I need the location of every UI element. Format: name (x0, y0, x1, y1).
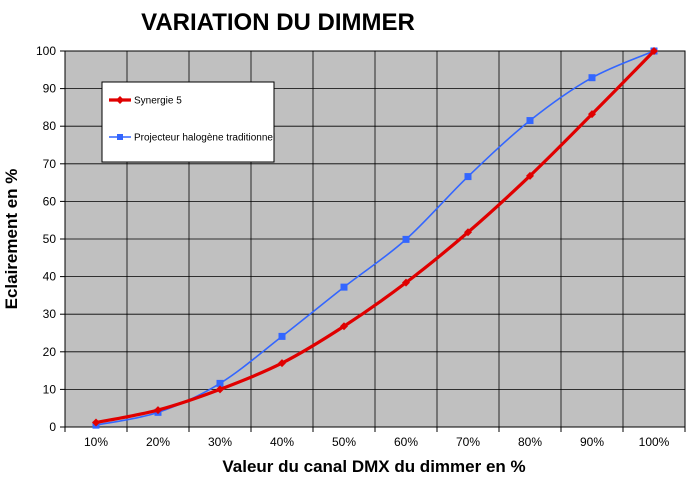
data-point (588, 110, 596, 119)
data-point (588, 74, 596, 82)
data-point (216, 385, 224, 394)
data-point (92, 418, 100, 427)
series-synergie (92, 47, 658, 427)
y-tick-label: 10 (43, 382, 57, 396)
y-tick-label: 0 (49, 420, 56, 434)
legend: Synergie 5 Projecteur halogène traditionn… (101, 81, 275, 163)
data-point (340, 283, 348, 291)
legend-marker (116, 96, 124, 104)
legend-marker (117, 134, 123, 140)
chart-title: VARIATION DU DIMMER (141, 9, 415, 36)
data-point (278, 332, 286, 340)
data-point (278, 359, 286, 368)
legend-label: Synergie 5 (134, 96, 182, 107)
x-axis-title: Valeur du canal DMX du dimmer en % (222, 457, 525, 476)
legend-item-synergie: Synergie 5 (109, 96, 182, 107)
y-tick-label: 30 (43, 307, 57, 321)
y-tick-label: 80 (43, 119, 57, 133)
x-tick-label: 100% (639, 435, 670, 449)
data-point (464, 173, 472, 181)
y-axis-title: Eclairement en % (2, 169, 21, 310)
y-tick-label: 20 (43, 345, 57, 359)
data-point (216, 379, 224, 387)
y-tick-label: 70 (43, 157, 57, 171)
y-tick-label: 100 (36, 44, 56, 58)
legend-box (101, 81, 275, 163)
series-layer (92, 47, 658, 429)
x-tick-label: 20% (146, 435, 170, 449)
y-tick-label: 60 (43, 194, 57, 208)
data-point (526, 171, 534, 180)
data-point (650, 47, 658, 55)
y-axis-ticks: 0 10 20 30 40 50 60 70 80 90 100 (36, 44, 65, 434)
x-tick-label: 80% (518, 435, 542, 449)
x-tick-label: 70% (456, 435, 480, 449)
data-point (340, 322, 348, 331)
x-tick-label: 40% (270, 435, 294, 449)
x-tick-label: 60% (394, 435, 418, 449)
data-point (402, 278, 410, 287)
data-point (526, 117, 534, 125)
y-tick-label: 50 (43, 232, 57, 246)
x-tick-label: 90% (580, 435, 604, 449)
x-tick-label: 10% (84, 435, 108, 449)
y-tick-label: 90 (43, 82, 57, 96)
x-tick-label: 50% (332, 435, 356, 449)
series-line (95, 49, 656, 425)
x-tick-label: 30% (208, 435, 232, 449)
legend-item-halogen: Projecteur halogène traditionnel (109, 133, 275, 144)
grid-lines (65, 51, 685, 427)
y-tick-label: 40 (43, 270, 57, 284)
legend-label: Projecteur halogène traditionnel (134, 133, 275, 144)
data-point (464, 228, 472, 237)
data-point (154, 406, 162, 415)
data-point (402, 235, 410, 243)
x-axis-ticks: 10% 20% 30% 40% 50% 60% 70% 80% 90% 100% (64, 427, 686, 449)
